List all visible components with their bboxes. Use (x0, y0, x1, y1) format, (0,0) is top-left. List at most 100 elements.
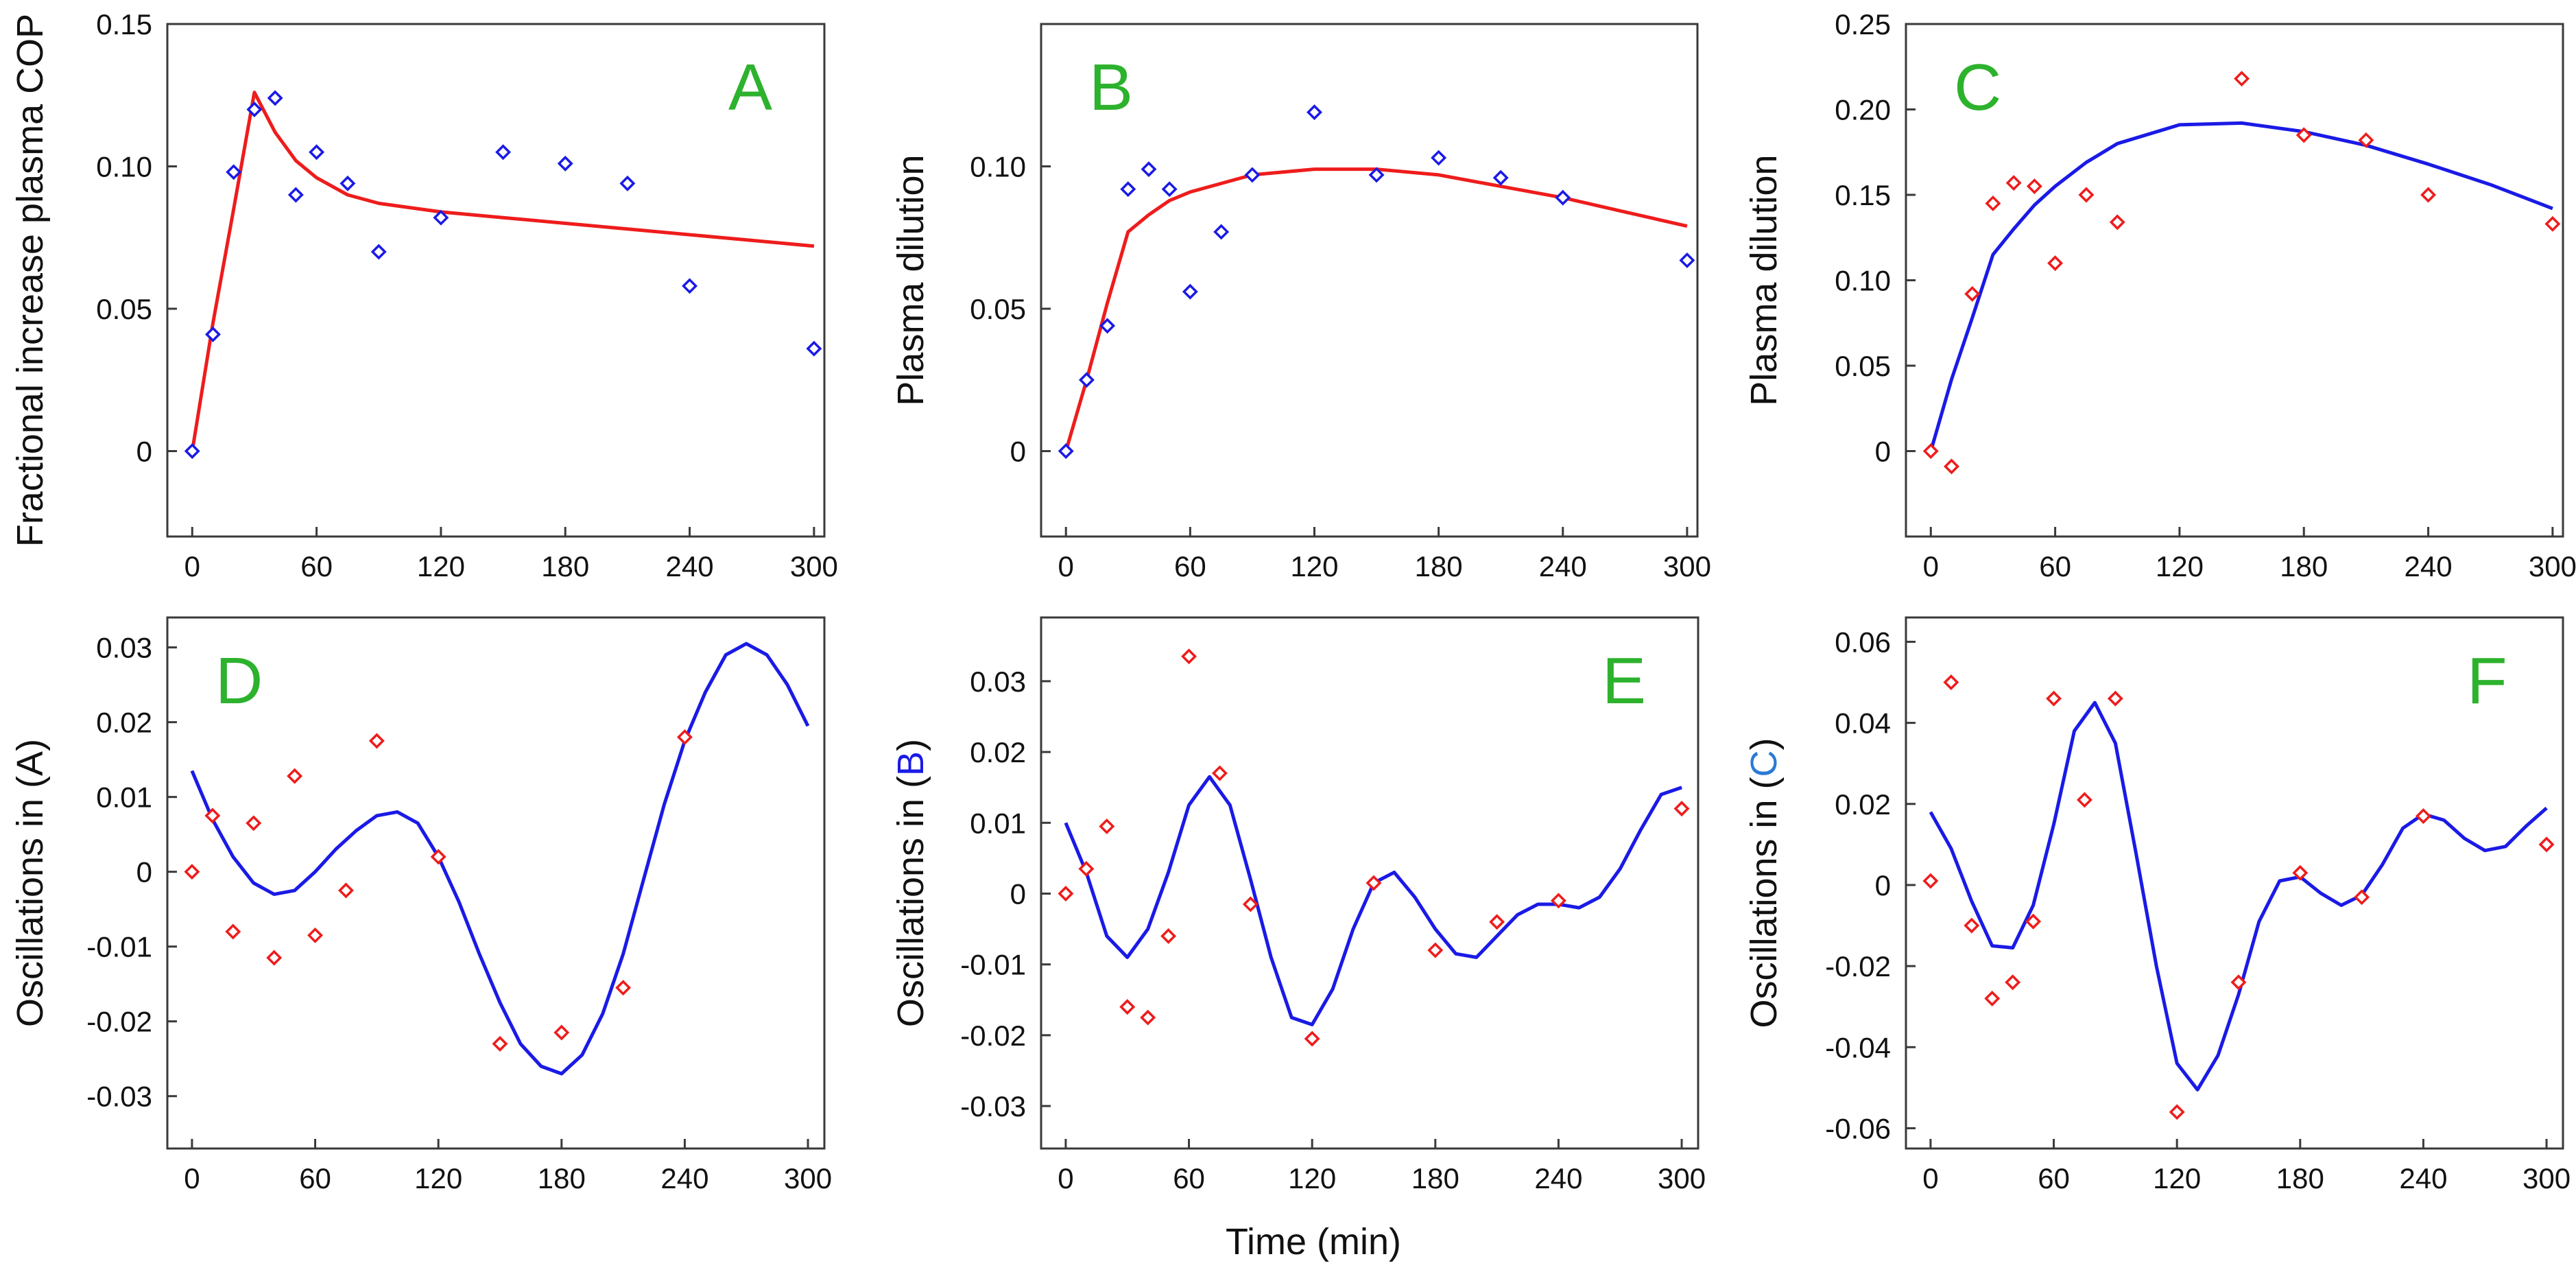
panel-c: 0 60 120 180 240 300 0 0.05 0.10 0.15 0.20 0.25 Plas… (1743, 8, 2576, 582)
panel-e-model-line (1064, 775, 1682, 1026)
panel-b-xtick-label: 120 (1290, 550, 1338, 582)
panel-d-xtick-label: 60 (299, 1162, 331, 1194)
panel-e-data-point (1078, 860, 1095, 877)
panel-c-data-point (2005, 175, 2022, 191)
panel-f-data-point (2005, 974, 2021, 991)
panel-e-xtick-label: 0 (1058, 1162, 1073, 1194)
panel-a-data-point (433, 209, 449, 226)
panel-b-data-point (1161, 181, 1178, 198)
panel-a-data-point (287, 187, 304, 203)
panel-e-data-point (1489, 914, 1505, 930)
panel-a-xtick-label: 300 (790, 550, 838, 582)
panel-d-ytick-label: 0.03 (96, 632, 152, 664)
panel-e-ytick-label: 0.01 (970, 807, 1026, 839)
panel-a-data-point (246, 102, 263, 117)
panel-d-model-line (190, 641, 810, 1076)
panel-e-y-axis-label-part: Oscillations in ( (890, 776, 931, 1027)
panel-a-data-point (205, 326, 221, 342)
panel-c-ytick-label: 0.25 (1835, 8, 1891, 40)
panel-f-data-point (1943, 674, 1959, 691)
panel-e-data-point (1673, 801, 1690, 817)
panel-e-ytick-label: -0.02 (960, 1020, 1026, 1052)
panel-d: 0 60 120 180 240 300 -0.03 -0.02 -0.01 0 0.01 0.02 0… (10, 616, 832, 1194)
panel-b-xtick-label: 180 (1415, 550, 1463, 582)
panel-e-ytick-label: -0.03 (960, 1090, 1026, 1122)
panel-f-ytick-label: -0.02 (1825, 950, 1891, 982)
panel-d-ytick-label: -0.03 (86, 1081, 152, 1113)
panel-c-xtick-label: 0 (1923, 550, 1939, 582)
panel-a-model-line (190, 91, 815, 451)
panel-b-data-point (1307, 104, 1322, 121)
panel-f-data-point (2230, 974, 2247, 991)
panel-e-y-axis-label-part: B (890, 751, 931, 776)
panel-b-data-point (1679, 252, 1695, 268)
panel-b-data-point (1492, 169, 1509, 186)
panel-d-ytick-label: 0.02 (96, 707, 152, 739)
panel-a-letter: A (728, 51, 772, 124)
panel-f-y-axis-label-part: C (1743, 750, 1785, 777)
panel-d-ytick-label: 0.01 (96, 781, 152, 814)
panel-a-data-point (267, 90, 283, 106)
panel-c-data-point (2234, 71, 2250, 87)
panel-d-data-point (225, 923, 241, 940)
panel-c-data-point (1985, 195, 2001, 211)
panel-b-data-point (1182, 283, 1198, 300)
panel-a-data-point (370, 244, 387, 260)
panel-f-data-point (1922, 873, 1939, 889)
panel-e-data-point (1211, 765, 1228, 781)
panel-c-data-point (2420, 187, 2437, 203)
panel-e-ytick-label: 0.03 (970, 666, 1026, 698)
panel-e-data-point (1304, 1030, 1320, 1047)
panel-f-letter: F (2467, 644, 2507, 718)
panel-a-data-point (226, 164, 242, 180)
panel-a-axes-frame (166, 23, 826, 538)
panel-f-ytick-label: 0 (1875, 869, 1891, 902)
panel-c-xtick-label: 300 (2529, 550, 2576, 582)
panel-f-data-point (2107, 690, 2123, 707)
panel-e-data-point (1099, 818, 1115, 834)
panel-e-data-point (1140, 1009, 1156, 1026)
panel-a-data-point (619, 175, 636, 191)
panel-a: 0 60 120 180 240 300 0 0.05 0.10 0.15 Fractional i… (10, 8, 838, 582)
panel-a-xtick-label: 240 (666, 550, 714, 582)
panel-b-xtick-label: 0 (1058, 550, 1074, 582)
panel-a-data-point (682, 278, 698, 294)
panel-c-ytick-label: 0.10 (1835, 265, 1891, 297)
panel-f-data-point (2076, 792, 2092, 808)
panel-c-ytick-label: 0.05 (1835, 350, 1891, 382)
panel-f-data-point (2169, 1104, 2185, 1120)
panel-e-xtick-label: 60 (1173, 1162, 1205, 1194)
panel-e-ytick-label: 0.02 (970, 736, 1026, 768)
panel-e-data-point (1058, 886, 1074, 902)
panel-b: 0 60 120 180 240 300 0 0.05 0.10 Plasma dilution B (890, 23, 1711, 582)
panel-d-data-point (615, 980, 632, 996)
panel-c-data-point (2026, 178, 2042, 195)
panel-d-ytick-label: 0 (136, 856, 152, 888)
panel-b-ytick-label: 0.05 (970, 293, 1026, 325)
panel-a-data-point (339, 175, 356, 191)
panel-b-y-axis-label-part: Plasma dilution (890, 154, 931, 405)
panel-f-ytick-label: 0.02 (1835, 788, 1891, 821)
panel-d-data-point (430, 849, 446, 865)
panel-d-data-point (184, 864, 200, 880)
panel-d-data-point (553, 1024, 570, 1041)
panel-e-data-point (1550, 893, 1566, 909)
panel-f-data-point (2354, 889, 2370, 906)
panel-d-xtick-label: 0 (184, 1162, 200, 1194)
panel-f-ytick-label: -0.06 (1825, 1112, 1891, 1144)
panel-b-axes-frame (1040, 23, 1699, 538)
panel-b-data-point (1368, 167, 1385, 183)
panel-e-ytick-label: 0 (1010, 878, 1026, 910)
panel-c-xtick-label: 240 (2405, 550, 2453, 582)
panel-e-xtick-label: 120 (1288, 1162, 1336, 1194)
panel-e-y-axis-label-part: ) (890, 739, 931, 751)
x-axis-label-time: Time (min) (1226, 1221, 1401, 1262)
panel-e-data-point (1160, 928, 1177, 944)
panel-b-y-axis-label: Plasma dilution (890, 154, 931, 405)
panel-d-letter: D (215, 644, 263, 718)
panel-d-axes-frame (166, 616, 826, 1150)
panel-d-xtick-label: 180 (538, 1162, 586, 1194)
panel-c-data-point (2358, 132, 2374, 148)
panel-f-ytick-label: 0.06 (1835, 626, 1891, 658)
